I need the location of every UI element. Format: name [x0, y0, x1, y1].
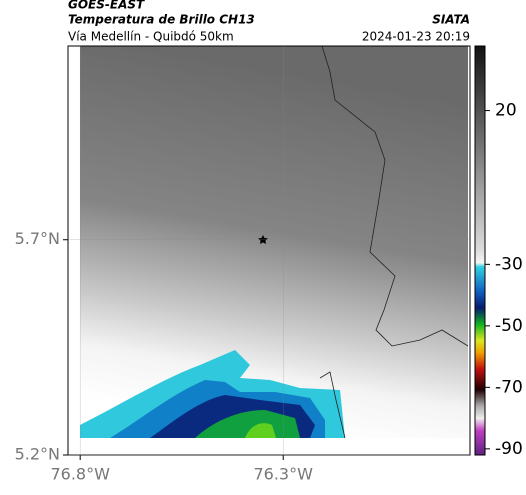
agency: SIATA	[432, 13, 470, 27]
title: Temperatura de Brillo CH13	[68, 13, 255, 27]
colorbar-label: -70	[495, 377, 523, 397]
subtitle: Vía Medellín - Quibdó 50km	[68, 30, 234, 44]
brightness-field	[80, 46, 468, 438]
datetime: 2024-01-23 20:19	[362, 30, 470, 44]
lat-label: 5.2°N	[15, 445, 60, 464]
colorbar-label: -50	[495, 316, 523, 336]
station-marker	[258, 235, 268, 244]
lon-label: 76.8°W	[50, 465, 110, 484]
colorbar-label: -30	[495, 254, 523, 274]
lon-label: 76.3°W	[253, 465, 313, 484]
colorbar-label: -90	[495, 439, 523, 459]
cold-cloud-peak	[245, 423, 276, 438]
satellite: GOES-EAST	[68, 0, 145, 12]
lat-label: 5.7°N	[15, 229, 60, 248]
coastline	[319, 371, 346, 439]
figure: GOES-EAST Temperatura de Brillo CH13 SIA…	[15, 0, 523, 484]
border	[321, 45, 469, 347]
colorbar	[474, 45, 486, 456]
colorbar-label: 20	[495, 101, 517, 121]
